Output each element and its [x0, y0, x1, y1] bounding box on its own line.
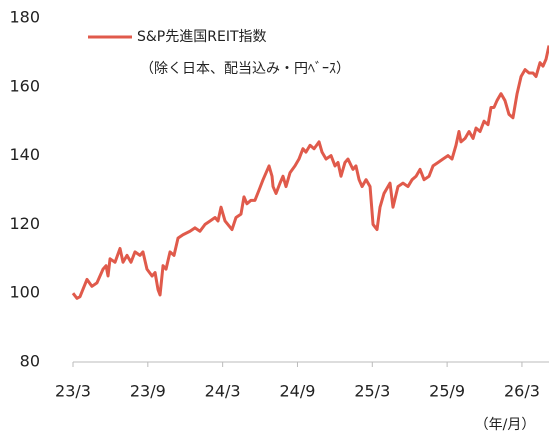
x-tick-label: 25/9: [429, 382, 465, 401]
x-tick-label: 24/3: [205, 382, 241, 401]
x-tick-label: 25/3: [354, 382, 390, 401]
x-tick-label: 23/3: [55, 382, 91, 401]
y-tick-label: 120: [9, 214, 40, 233]
x-tick-label: 23/9: [130, 382, 166, 401]
x-tick-label: 26/3: [504, 382, 540, 401]
y-tick-label: 80: [20, 352, 40, 371]
legend-label: S&P先進国REIT指数: [137, 29, 267, 45]
x-unit: （年/月）: [475, 417, 536, 433]
y-tick-label: 160: [9, 76, 40, 95]
y-tick-label: 140: [9, 145, 40, 164]
series-line: [71, 45, 549, 300]
x-tick-label: 24/9: [280, 382, 316, 401]
y-tick-label: 100: [9, 283, 40, 302]
legend-note: （除く日本、配当込み・円ﾍﾞｰｽ）: [140, 61, 350, 77]
y-tick-label: 180: [9, 8, 40, 27]
